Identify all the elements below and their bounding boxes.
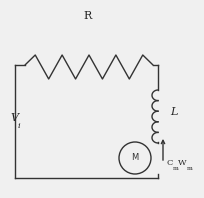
- Text: C: C: [166, 159, 173, 167]
- Text: V: V: [10, 113, 18, 123]
- Text: m: m: [172, 166, 178, 170]
- Text: W: W: [177, 159, 186, 167]
- Text: i: i: [18, 122, 21, 130]
- Text: M: M: [131, 153, 138, 163]
- Text: m: m: [186, 166, 192, 170]
- Text: R: R: [83, 11, 92, 21]
- Text: L: L: [169, 107, 176, 117]
